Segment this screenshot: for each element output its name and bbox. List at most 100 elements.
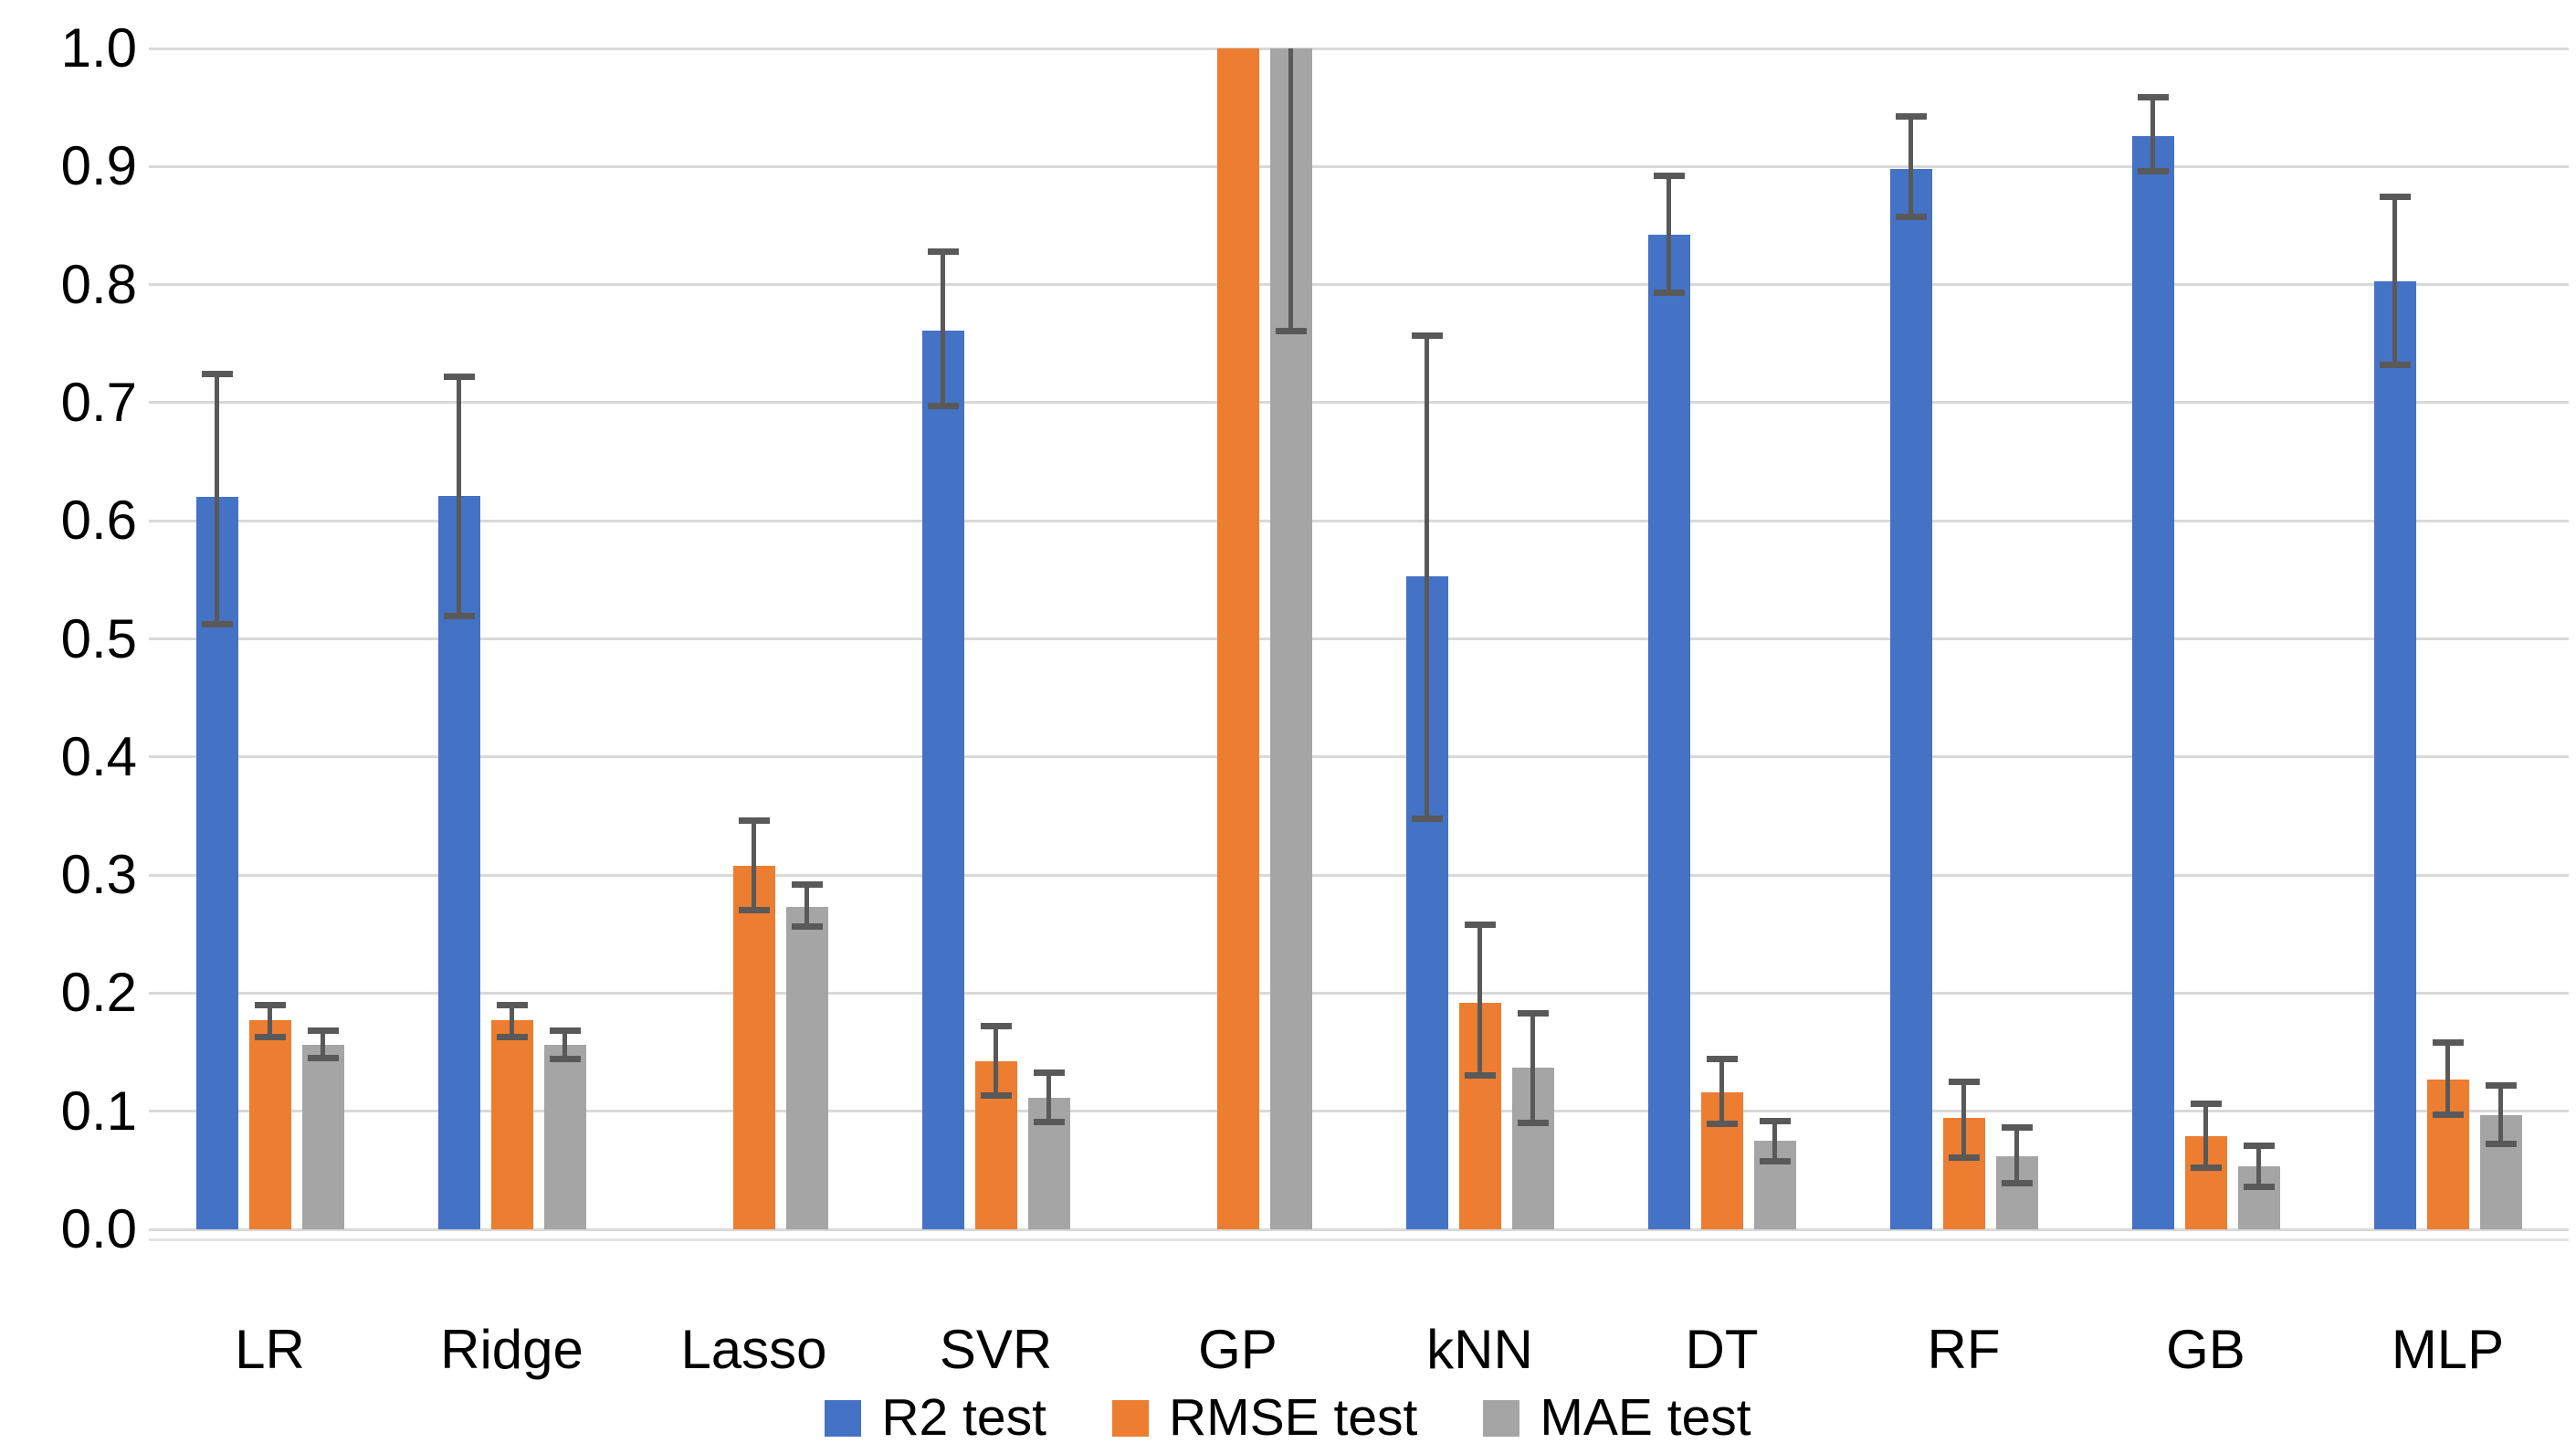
- error-bar: [1772, 1121, 1777, 1161]
- error-bar: [268, 1005, 272, 1038]
- legend-label: MAE test: [1540, 1388, 1751, 1447]
- error-bar: [1530, 1013, 1535, 1123]
- y-tick-label: 0.9: [60, 135, 137, 197]
- error-cap-bottom: [1464, 1072, 1496, 1080]
- y-tick-label: 0.5: [60, 607, 137, 669]
- error-bar: [1046, 1072, 1051, 1122]
- error-cap-top: [1517, 1009, 1549, 1017]
- error-cap-bottom: [1033, 1118, 1065, 1125]
- error-bar: [2256, 1145, 2261, 1187]
- error-cap-top: [1033, 1069, 1065, 1076]
- error-cap-bottom: [254, 1033, 286, 1040]
- gridline: [149, 637, 2569, 640]
- y-tick-label: 1.0: [60, 17, 137, 79]
- error-bar: [2392, 196, 2397, 365]
- x-category-label: DT: [1685, 1319, 1759, 1380]
- x-category-label: GB: [2166, 1319, 2245, 1380]
- error-cap-bottom: [2379, 362, 2411, 369]
- error-cap-bottom: [2137, 167, 2169, 174]
- error-cap-bottom: [1706, 1121, 1738, 1128]
- error-cap-bottom: [307, 1055, 339, 1061]
- error-bar: [2203, 1103, 2208, 1168]
- error-cap-bottom: [549, 1056, 581, 1063]
- error-cap-bottom: [1948, 1154, 1980, 1161]
- error-cap-bottom: [443, 613, 475, 620]
- y-tick-label: 0.2: [60, 962, 137, 1024]
- error-cap-bottom: [791, 923, 823, 931]
- x-category-label: RF: [1927, 1319, 2001, 1380]
- bar-r2-gb: [2131, 136, 2174, 1229]
- error-cap-bottom: [1275, 327, 1307, 334]
- legend-item: RMSE test: [1111, 1392, 1417, 1444]
- error-cap-top: [1895, 113, 1927, 121]
- x-category-label: Ridge: [440, 1319, 584, 1380]
- error-cap-top: [496, 1001, 528, 1008]
- error-cap-top: [2137, 93, 2169, 100]
- error-cap-top: [2001, 1124, 2033, 1132]
- error-cap-top: [2379, 194, 2411, 201]
- error-cap-top: [307, 1027, 339, 1035]
- legend-swatch-icon: [825, 1399, 862, 1437]
- legend: R2 test RMSE test MAE test: [0, 1392, 2576, 1444]
- bar-r2-mlp: [2373, 281, 2416, 1229]
- gridline: [149, 519, 2569, 522]
- error-cap-top: [1759, 1117, 1791, 1124]
- gridline: [149, 991, 2569, 995]
- bar-r2-rf: [1889, 169, 1932, 1229]
- gridline: [149, 1110, 2569, 1113]
- error-bar: [1477, 924, 1482, 1076]
- error-cap-top: [1653, 173, 1685, 180]
- plot-area: [149, 47, 2569, 1241]
- y-tick-label: 0.0: [60, 1198, 137, 1259]
- bar-r2-dt: [1647, 235, 1690, 1229]
- error-bar: [1961, 1081, 1966, 1158]
- y-tick-label: 0.3: [60, 844, 137, 906]
- error-cap-top: [201, 371, 233, 378]
- error-cap-top: [2190, 1101, 2222, 1108]
- error-bar: [804, 884, 809, 927]
- error-cap-top: [1411, 332, 1443, 339]
- gridline: [149, 755, 2569, 759]
- error-cap-bottom: [201, 621, 233, 628]
- error-cap-bottom: [1759, 1157, 1791, 1164]
- error-cap-top: [2432, 1039, 2464, 1047]
- error-cap-top: [254, 1001, 286, 1008]
- bar-rmse-lr: [248, 1020, 291, 1229]
- y-tick-label: 0.8: [60, 253, 137, 315]
- bar-mae-lasso: [785, 907, 828, 1229]
- x-category-label: kNN: [1426, 1319, 1533, 1380]
- error-cap-top: [1706, 1056, 1738, 1063]
- gridline: [149, 164, 2569, 168]
- legend-item: MAE test: [1483, 1392, 1751, 1444]
- legend-swatch-icon: [1483, 1399, 1520, 1437]
- error-cap-bottom: [980, 1092, 1012, 1100]
- error-cap-bottom: [1653, 290, 1685, 297]
- error-bar: [2014, 1127, 2019, 1184]
- error-bar: [1667, 175, 1671, 293]
- x-axis-line: [149, 1238, 2569, 1241]
- error-cap-top: [2485, 1081, 2517, 1089]
- gridline: [149, 1227, 2569, 1231]
- bar-rmse-gp: [1216, 48, 1259, 1229]
- bar-mae-ridge: [543, 1045, 586, 1229]
- y-tick-label: 0.7: [60, 371, 137, 433]
- bar-rmse-lasso: [732, 866, 775, 1229]
- error-cap-bottom: [2432, 1112, 2464, 1119]
- gridline: [149, 283, 2569, 287]
- error-bar: [215, 374, 219, 625]
- error-cap-bottom: [2485, 1141, 2517, 1148]
- error-cap-top: [443, 373, 475, 380]
- error-cap-top: [980, 1023, 1012, 1030]
- error-bar: [1288, 48, 1293, 332]
- gridline: [149, 401, 2569, 405]
- x-category-label: Lasso: [680, 1319, 827, 1380]
- error-bar: [510, 1005, 514, 1038]
- x-category-label: LR: [235, 1319, 305, 1380]
- error-bar: [563, 1030, 567, 1059]
- bar-mae-lr: [301, 1045, 344, 1229]
- error-cap-bottom: [1411, 815, 1443, 822]
- y-tick-label: 0.4: [60, 725, 137, 787]
- error-cap-top: [738, 817, 770, 825]
- y-tick-label: 0.6: [60, 490, 137, 552]
- error-cap-top: [1948, 1078, 1980, 1085]
